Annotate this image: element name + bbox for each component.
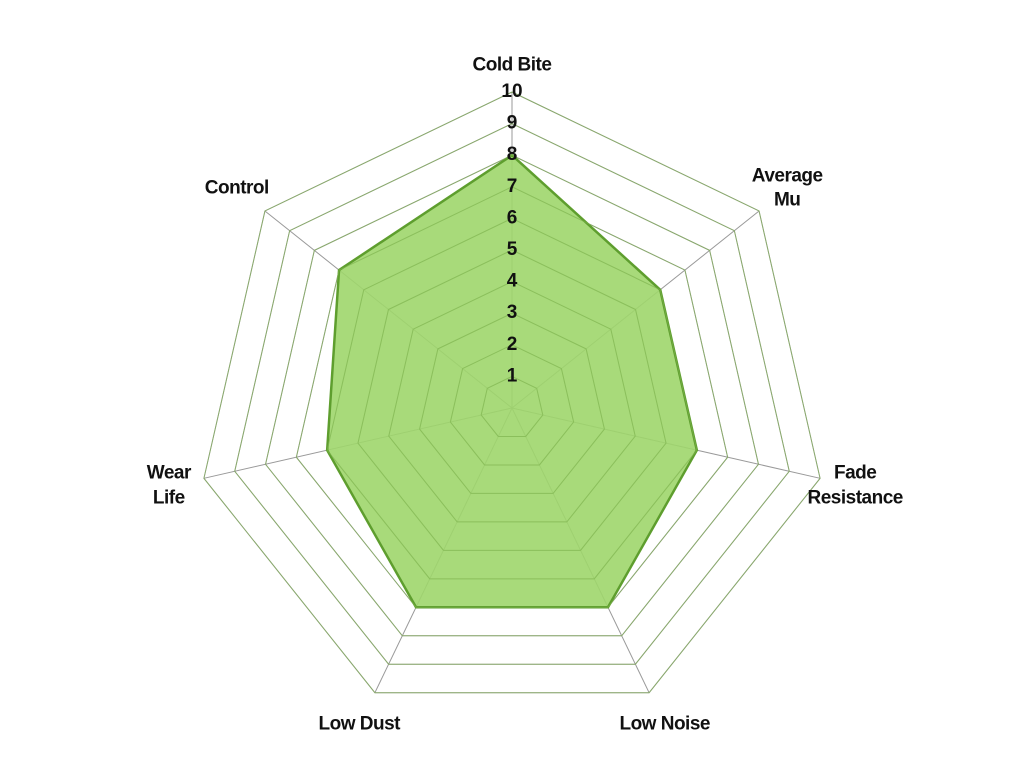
- tick-label: 8: [507, 144, 518, 165]
- grid-overlay: [203, 91, 821, 694]
- tick-label: 1: [507, 365, 518, 386]
- tick-label: 3: [507, 302, 518, 323]
- tick-label: 5: [507, 239, 518, 260]
- axis-label: Low Dust: [318, 713, 401, 735]
- axis-label: Control: [204, 177, 270, 199]
- grid-overlay: [419, 312, 605, 494]
- tick-label: 2: [507, 334, 518, 355]
- grid-overlay: [326, 217, 698, 580]
- axis-label: Fade Resistance: [807, 462, 904, 509]
- axis-label: Average Mu: [751, 164, 823, 211]
- tick-label: 7: [507, 176, 518, 197]
- grid-overlay: [264, 154, 760, 637]
- tick-label: 9: [507, 113, 518, 134]
- tick-label: 6: [507, 207, 518, 228]
- grid-overlay: [388, 281, 636, 523]
- axis-label: Cold Bite: [472, 54, 552, 76]
- grid-overlay: [449, 344, 575, 466]
- axis-label: Wear Life: [146, 462, 192, 509]
- grid-overlay: [295, 186, 729, 608]
- grid-overlay: [357, 249, 667, 551]
- grid-overlay: [234, 123, 790, 665]
- tick-label: 4: [507, 271, 518, 292]
- grid-overlay: [480, 375, 544, 437]
- tick-label: 10: [501, 81, 522, 102]
- axis-label: Low Noise: [619, 713, 710, 735]
